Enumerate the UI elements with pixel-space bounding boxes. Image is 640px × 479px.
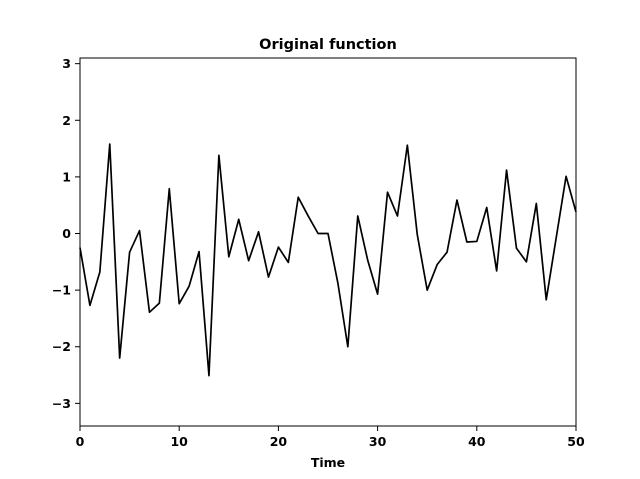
plot-frame (79, 57, 577, 427)
chart-title: Original function (259, 37, 397, 53)
y-tick-label: 3 (62, 56, 71, 71)
y-tick-label: 1 (62, 169, 71, 184)
plot-area (80, 58, 576, 426)
x-tick-label: 10 (170, 434, 188, 449)
x-tick-label: 30 (369, 434, 387, 449)
y-tick-label: 0 (62, 226, 71, 241)
y-axis: −3 −2 −1 0 1 2 3 (52, 56, 80, 411)
x-tick-label: 20 (270, 434, 288, 449)
x-tick-label: 40 (468, 434, 486, 449)
series-layer (79, 143, 577, 377)
y-tick-label: −3 (52, 396, 71, 411)
y-tick-label: −1 (52, 283, 71, 298)
x-axis-label: Time (311, 455, 345, 470)
x-tick-label: 50 (567, 434, 585, 449)
series-line-0 (79, 143, 577, 377)
x-tick-label: 0 (76, 434, 85, 449)
x-axis: 0 10 20 30 40 50 (76, 426, 585, 449)
y-tick-label: 2 (62, 113, 71, 128)
y-tick-label: −2 (52, 339, 71, 354)
